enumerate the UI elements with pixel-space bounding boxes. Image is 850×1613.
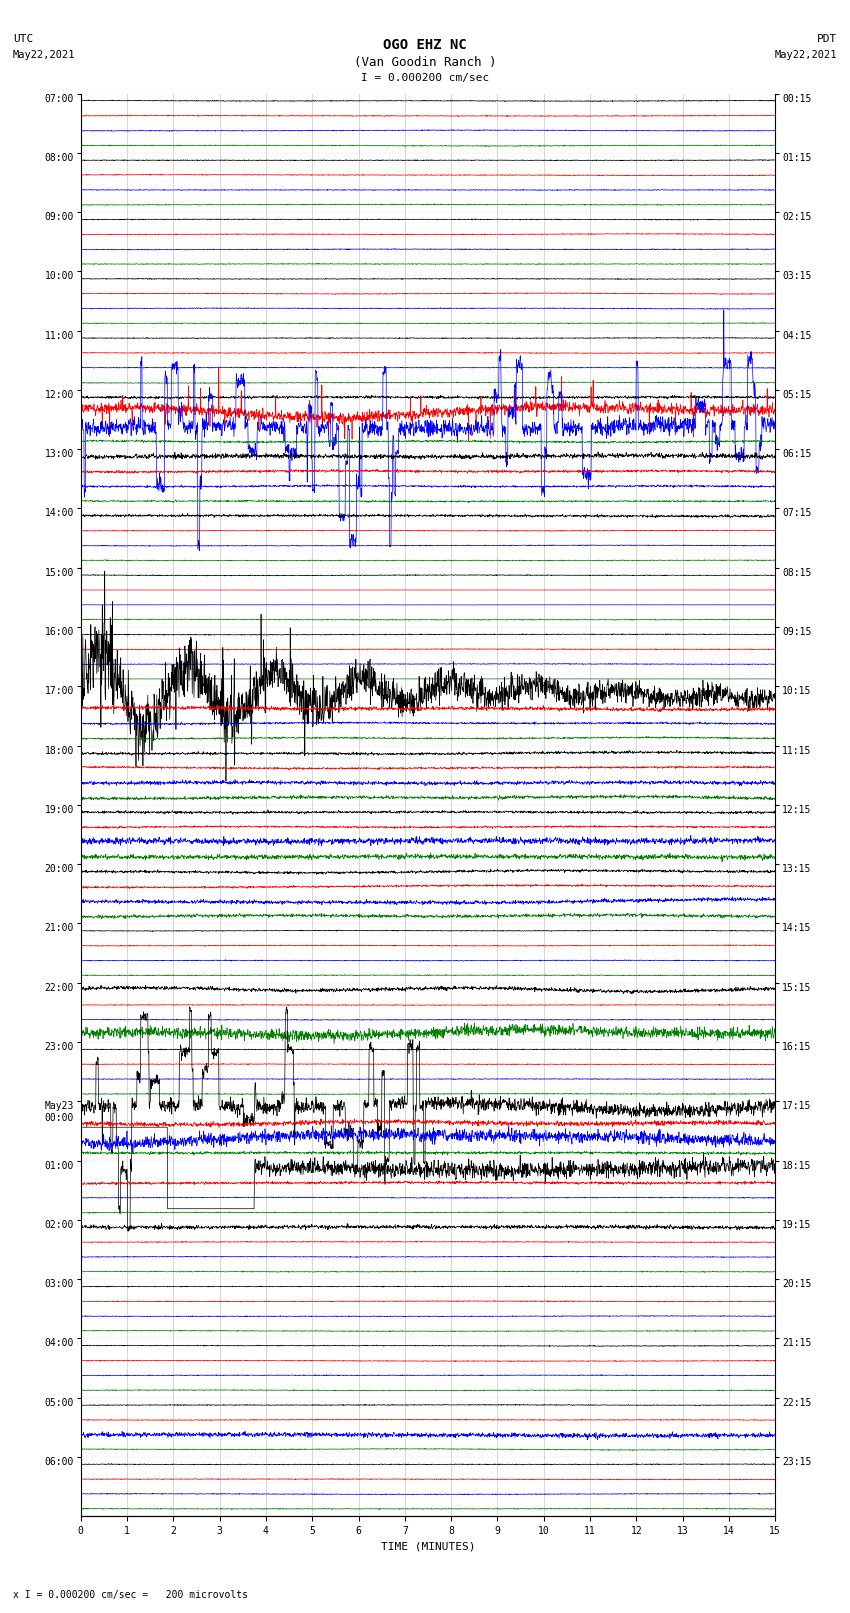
Text: May22,2021: May22,2021: [13, 50, 76, 60]
Text: UTC: UTC: [13, 34, 33, 44]
Text: I = 0.000200 cm/sec: I = 0.000200 cm/sec: [361, 73, 489, 82]
X-axis label: TIME (MINUTES): TIME (MINUTES): [381, 1542, 475, 1552]
Text: x I = 0.000200 cm/sec =   200 microvolts: x I = 0.000200 cm/sec = 200 microvolts: [13, 1590, 247, 1600]
Text: May22,2021: May22,2021: [774, 50, 837, 60]
Text: PDT: PDT: [817, 34, 837, 44]
Text: (Van Goodin Ranch ): (Van Goodin Ranch ): [354, 56, 496, 69]
Text: OGO EHZ NC: OGO EHZ NC: [383, 37, 467, 52]
